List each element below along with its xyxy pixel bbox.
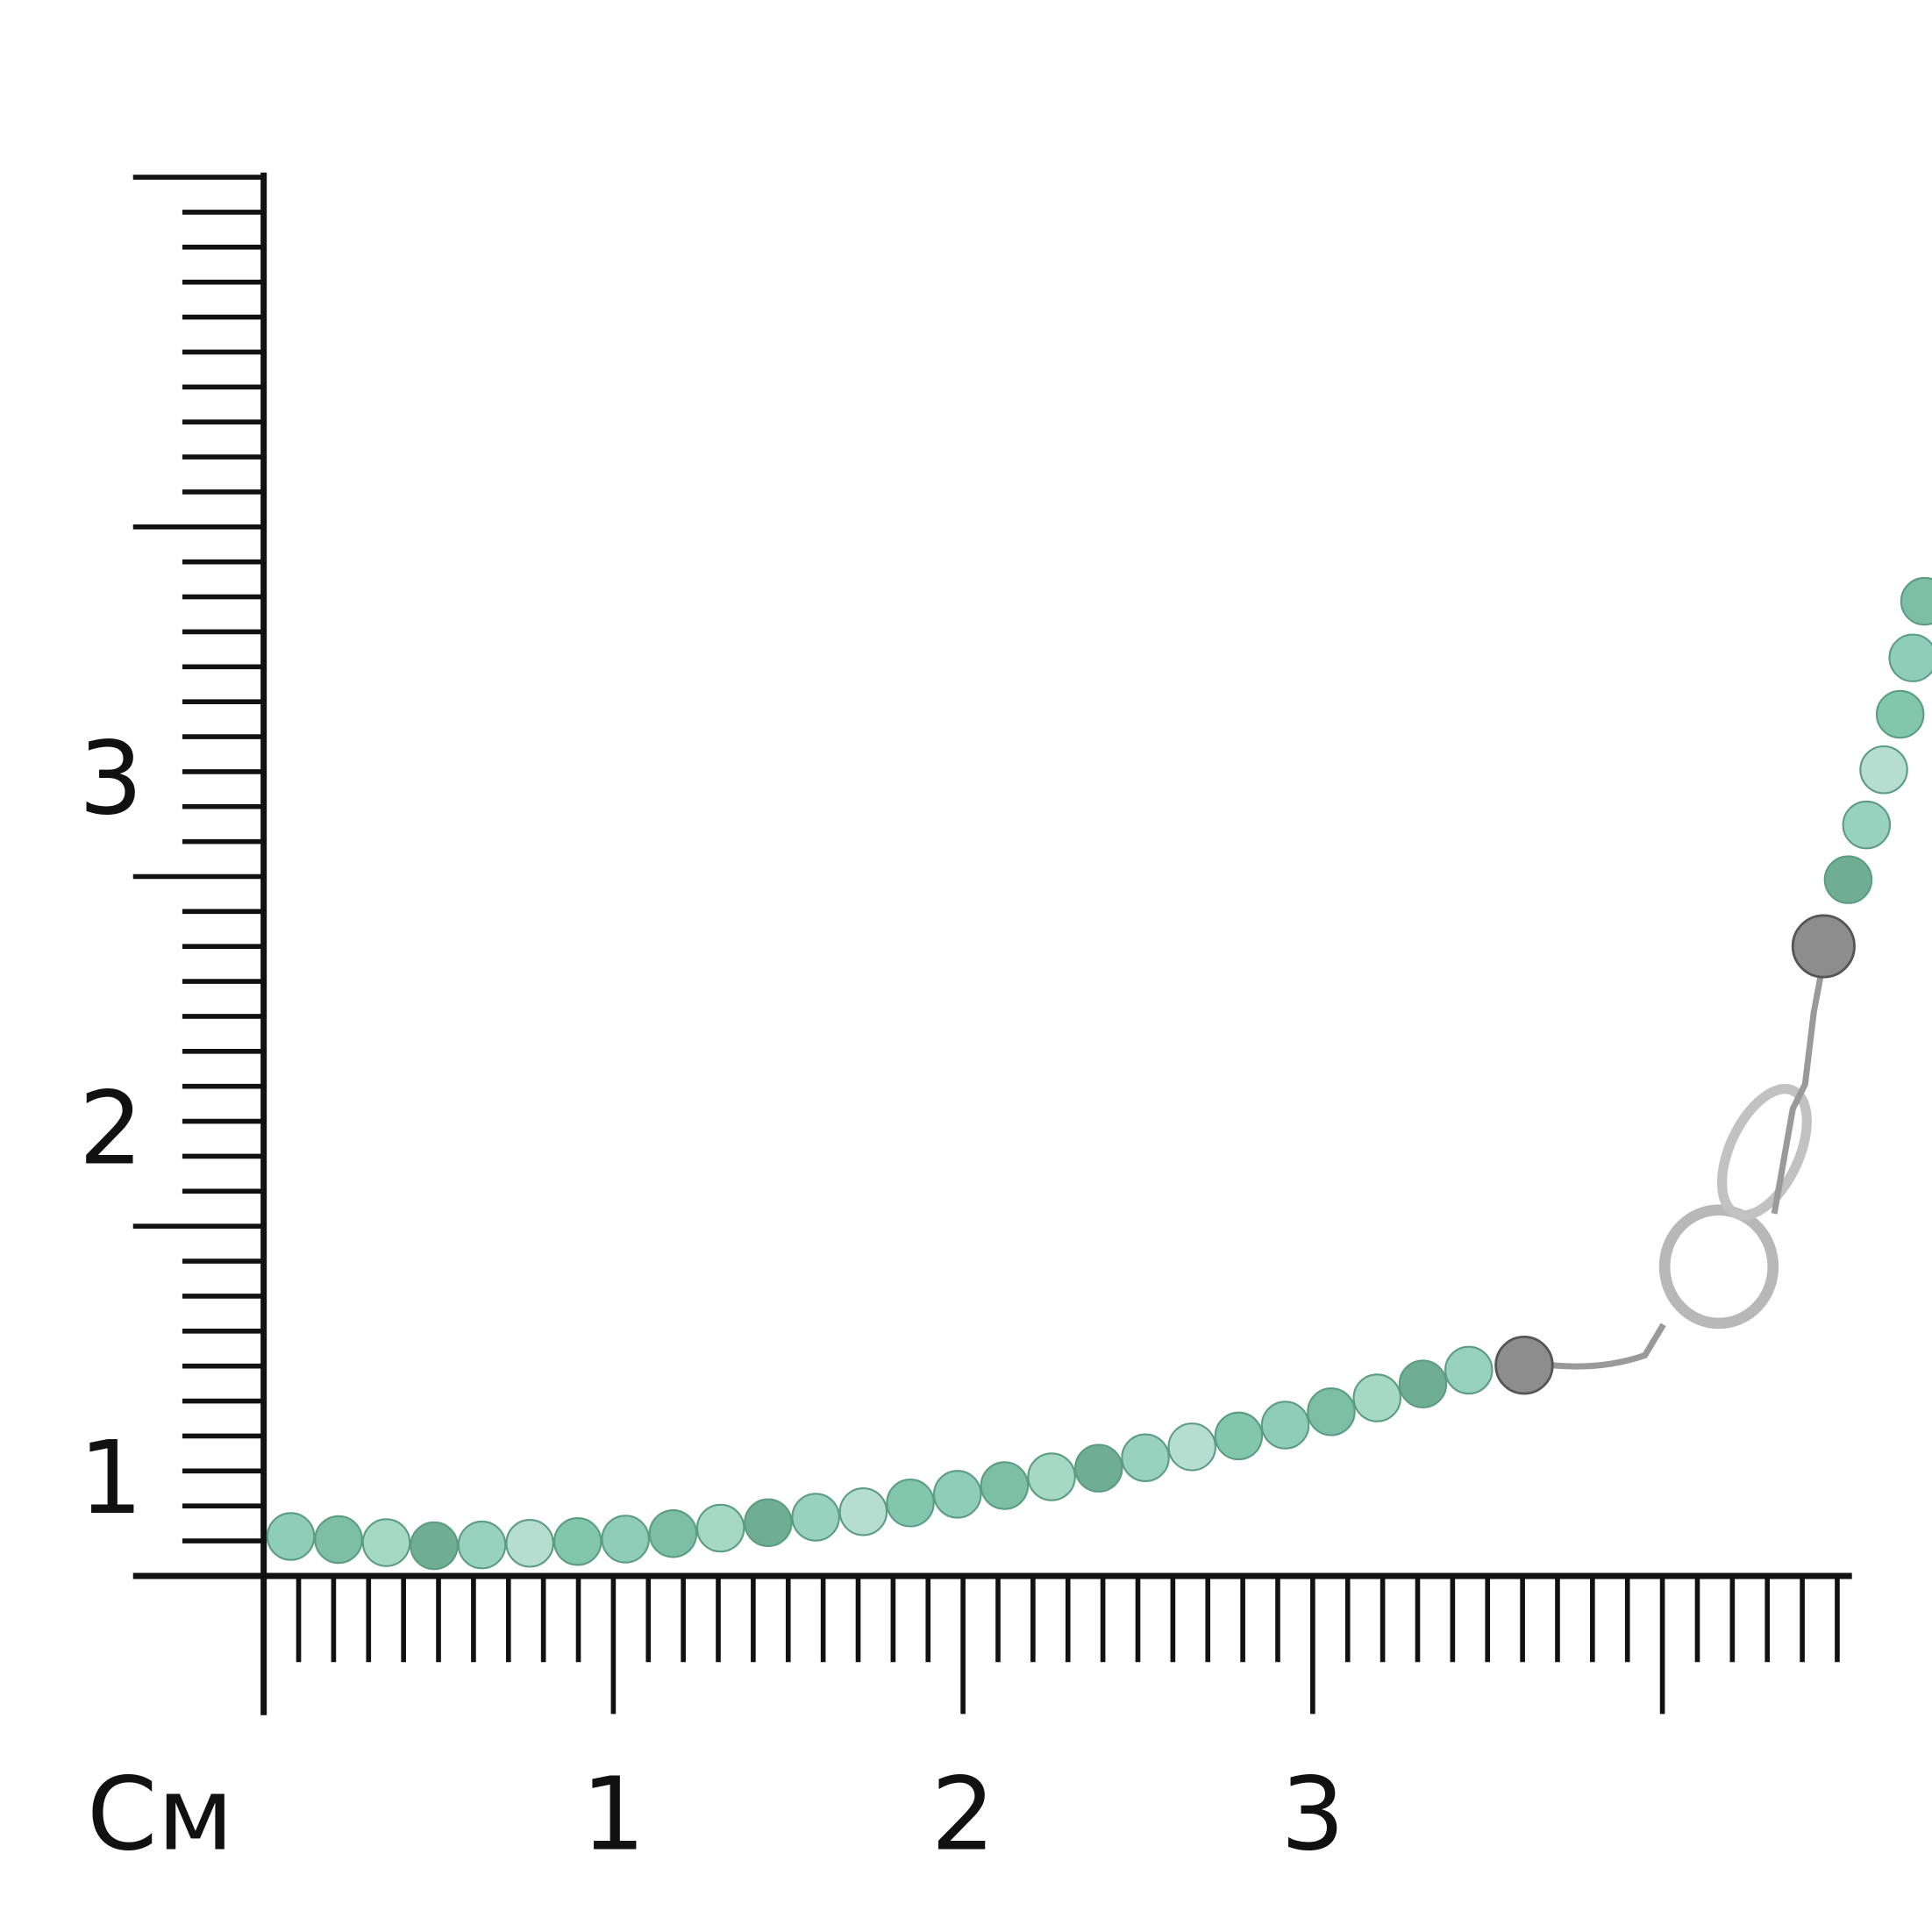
silver-bead xyxy=(1494,1335,1554,1395)
gem-bead xyxy=(505,1518,554,1568)
gem-bead xyxy=(457,1520,507,1570)
y-scale-label: 1 xyxy=(79,1420,143,1537)
gem-bead xyxy=(695,1503,745,1553)
x-scale-label: 2 xyxy=(930,1756,995,1873)
gem-bead xyxy=(886,1479,935,1528)
y-scale-label: 2 xyxy=(79,1070,143,1187)
gem-bead xyxy=(1121,1433,1170,1482)
ruler: См 1 2 3 1 2 3 xyxy=(79,172,1852,1873)
gem-bead xyxy=(838,1486,888,1536)
gem-bead xyxy=(553,1517,602,1566)
gem-bead xyxy=(1352,1373,1401,1422)
gem-bead xyxy=(1875,689,1925,739)
gem-bead xyxy=(648,1509,698,1558)
gem-bead xyxy=(1307,1387,1356,1437)
gem-bead xyxy=(791,1493,840,1542)
gem-bead xyxy=(1398,1359,1448,1408)
gem-bead xyxy=(601,1515,650,1564)
gem-bead xyxy=(744,1498,793,1548)
jump-ring xyxy=(1716,1084,1812,1221)
gem-bead xyxy=(1888,633,1932,682)
x-scale-label: 1 xyxy=(581,1756,645,1873)
gem-bead xyxy=(314,1515,363,1565)
gem-bead xyxy=(980,1461,1030,1510)
wire xyxy=(1771,973,1825,1215)
unit-label: См xyxy=(87,1756,233,1873)
gem-bead xyxy=(361,1518,411,1567)
gem-bead xyxy=(1074,1444,1123,1493)
spring-ring xyxy=(1658,1204,1779,1330)
gem-bead xyxy=(932,1470,982,1519)
gem-bead xyxy=(1823,855,1873,904)
silver-bead xyxy=(1791,914,1856,979)
y-scale-label: 3 xyxy=(79,721,143,838)
gem-bead xyxy=(266,1512,316,1561)
gem-bead xyxy=(410,1521,459,1571)
gem-bead xyxy=(1444,1345,1494,1395)
gem-bead xyxy=(1900,576,1932,626)
gem-bead xyxy=(1842,800,1892,850)
gem-bead xyxy=(1167,1422,1216,1472)
gem-bead xyxy=(1260,1401,1310,1450)
necklace xyxy=(266,576,1932,1571)
gem-bead xyxy=(1214,1411,1264,1461)
gem-bead xyxy=(1027,1452,1076,1501)
x-scale-label: 3 xyxy=(1280,1756,1344,1873)
gem-bead xyxy=(1859,745,1908,795)
wire xyxy=(1551,1322,1666,1370)
